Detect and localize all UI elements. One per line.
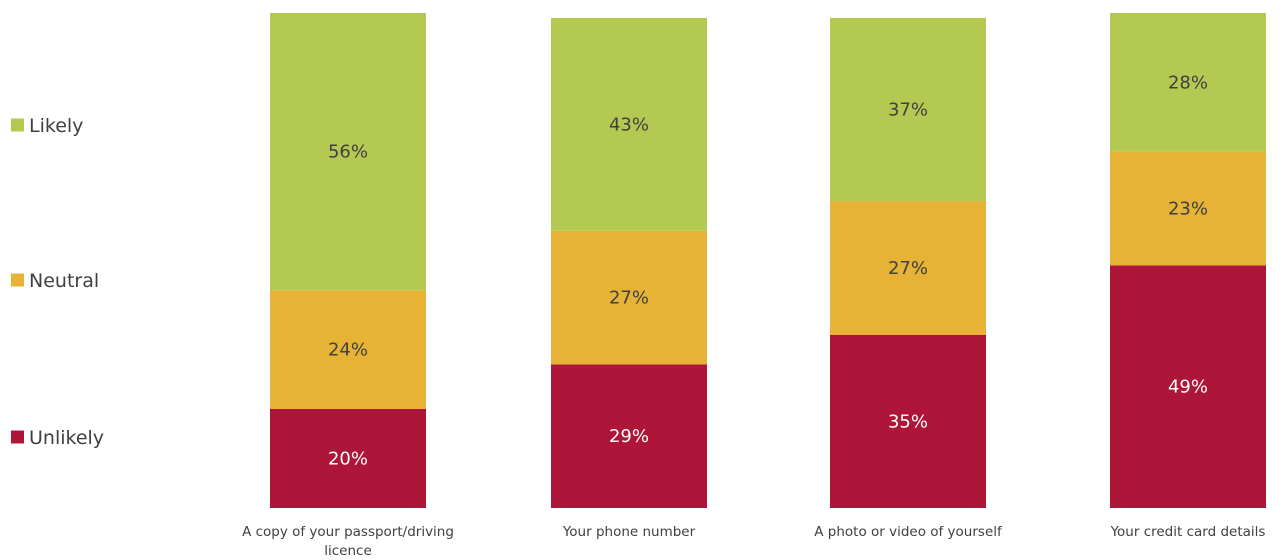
legend-item-likely: Likely	[11, 115, 83, 137]
data-label-likely-3: 37%	[888, 100, 928, 121]
data-label-likely-2: 43%	[609, 114, 649, 135]
bar-segment-likely-4	[1110, 13, 1266, 152]
bar-segment-unlikely-2	[551, 364, 707, 508]
chart-legend: Likely Neutral Unlikely	[11, 115, 104, 449]
bar-segment-unlikely-4	[1110, 265, 1266, 508]
bar-segment-neutral-3	[830, 201, 986, 335]
category-label-4: Your credit card details	[1110, 524, 1266, 540]
legend-label-unlikely: Unlikely	[29, 427, 104, 449]
bars-group	[270, 13, 1266, 508]
bar-segment-likely-1	[270, 13, 426, 291]
bar-segment-likely-2	[551, 17, 707, 231]
data-label-likely-4: 28%	[1168, 72, 1208, 93]
legend-item-unlikely: Unlikely	[11, 427, 104, 449]
data-label-neutral-1: 24%	[328, 340, 368, 361]
legend-item-neutral: Neutral	[11, 270, 99, 292]
category-label-3: A photo or video of yourself	[814, 524, 1003, 540]
legend-swatch-neutral	[11, 273, 24, 287]
bar-segment-unlikely-1	[270, 409, 426, 508]
legend-swatch-likely	[11, 118, 24, 132]
bar-segment-neutral-2	[551, 230, 707, 365]
legend-swatch-unlikely	[11, 430, 24, 444]
bar-segment-unlikely-3	[830, 334, 986, 508]
legend-label-neutral: Neutral	[29, 270, 99, 292]
data-label-unlikely-4: 49%	[1168, 377, 1208, 398]
data-label-likely-1: 56%	[328, 142, 368, 163]
category-label-2: Your phone number	[562, 524, 696, 540]
bar-segment-likely-3	[830, 17, 986, 202]
data-label-unlikely-3: 35%	[888, 411, 928, 432]
data-label-unlikely-1: 20%	[328, 449, 368, 470]
data-labels-group: 20% 24% 56% 29% 27% 43% 35% 27% 37% 49% 23% 28%	[328, 72, 1208, 469]
legend-label-likely: Likely	[29, 115, 83, 137]
bar-segment-neutral-1	[270, 290, 426, 409]
bar-segment-neutral-4	[1110, 151, 1266, 266]
data-label-neutral-2: 27%	[609, 288, 649, 309]
category-labels-group: A copy of your passport/driving licence Yo…	[242, 524, 1265, 559]
data-label-neutral-4: 23%	[1168, 199, 1208, 220]
data-label-unlikely-2: 29%	[609, 426, 649, 447]
data-label-neutral-3: 27%	[888, 258, 928, 279]
category-label-1: A copy of your passport/driving licence	[242, 524, 454, 559]
